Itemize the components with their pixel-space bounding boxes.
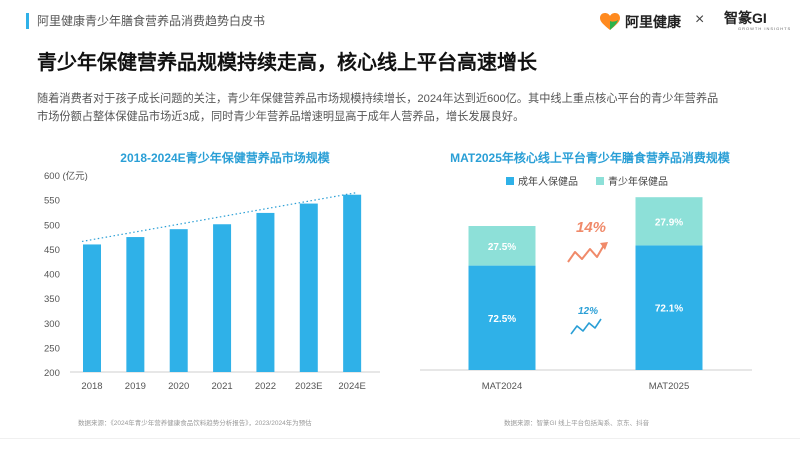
x-tick-label: MAT2024 (482, 381, 522, 392)
right-chart-source: 数据来源：智篆GI 线上平台包括淘系、京东、抖音 (504, 420, 650, 427)
y-tick-label: 250 (44, 343, 60, 354)
x-tick-label: 2019 (125, 381, 146, 392)
data-label-adult: 72.5% (488, 314, 516, 325)
y-tick-label: 400 (44, 270, 60, 281)
bar-2020 (169, 229, 188, 372)
brand-separator: × (695, 11, 705, 28)
bar-2019 (126, 237, 145, 372)
x-tick-label: 2020 (168, 381, 189, 392)
stacked-bar-adult-MAT2024 (468, 265, 536, 370)
zhijing-subtitle: GROWTH INSIGHTS (738, 26, 792, 31)
x-tick-label: 2024E (338, 381, 365, 392)
page-headline: 青少年保健营养品规模持续走高，核心线上平台高速增长 (37, 52, 537, 74)
data-label-teen: 27.9% (655, 217, 683, 228)
legend-swatch-adult (506, 176, 514, 185)
stacked-bar-teen-MAT2025 (635, 197, 703, 246)
heart-logo-icon (600, 13, 620, 30)
title-accent-bar (26, 13, 29, 29)
legend-label-adult: 成年人保健品 (518, 177, 578, 188)
left-chart-title: 2018-2024E青少年保健营养品市场规模 (120, 151, 330, 165)
data-label-adult: 72.1% (655, 304, 683, 315)
bar-2022 (256, 212, 275, 372)
y-tick-label: 550 (44, 196, 60, 207)
intro-line-1: 随着消费者对于孩子成长问题的关注，青少年保健营养品市场规模持续增长，2024年达… (37, 93, 719, 105)
right-chart-title: MAT2025年核心线上平台青少年膳食营养品消费规模 (450, 151, 730, 165)
y-tick-label: 350 (44, 294, 60, 305)
bottom-divider (0, 438, 800, 439)
growth-label-teen: 14% (576, 219, 606, 236)
legend-item-adult: 成年人保健品 (506, 173, 578, 188)
x-tick-label: 2018 (81, 381, 102, 392)
stacked-bar-adult-MAT2025 (635, 245, 703, 370)
bar-2023E (299, 203, 318, 372)
zhijing-logo: 智篆GI GROWTH INSIGHTS (724, 10, 792, 36)
data-label-teen: 27.5% (488, 242, 516, 253)
y-tick-label: 600 (亿元) (44, 170, 88, 182)
alibaba-health-name: 阿里健康 (625, 14, 681, 30)
y-tick-label: 300 (44, 319, 60, 330)
growth-arrowhead-teen-icon (600, 242, 608, 250)
growth-arrow-adult-icon (570, 318, 602, 335)
stacked-bar-teen-MAT2024 (468, 226, 536, 266)
intro-paragraph: 随着消费者对于孩子成长问题的关注，青少年保健营养品市场规模持续增长，2024年达… (37, 90, 767, 126)
legend-swatch-teen (596, 176, 604, 185)
alibaba-health-logo: 阿里健康 (600, 12, 681, 32)
y-tick-label: 500 (44, 220, 60, 231)
bar-2018 (83, 244, 101, 372)
left-chart-source: 数据来源：《2024年青少年营养健康食品饮料趋势分析报告》，2023/2024年… (78, 420, 312, 427)
x-tick-label: 2022 (255, 381, 276, 392)
zhijing-name: 智篆GI (724, 10, 767, 26)
bar-2024E (343, 194, 362, 372)
intro-line-2: 市场份额占整体保健品市场近3成，同时青少年营养品增速明显高于成年人营养品，增长发… (37, 111, 525, 123)
y-tick-label: 450 (44, 245, 60, 256)
growth-label-adult: 12% (578, 306, 598, 317)
y-tick-label: 200 (44, 368, 60, 379)
x-tick-label: 2023E (295, 381, 322, 392)
bar-2021 (213, 224, 232, 372)
document-title: 阿里健康青少年膳食营养品消费趋势白皮书 (37, 14, 266, 28)
x-tick-label: MAT2025 (649, 381, 689, 392)
growth-arrow-teen-icon (567, 244, 605, 263)
trend-line (81, 192, 357, 243)
top-bar: 阿里健康青少年膳食营养品消费趋势白皮书 阿里健康 × 智篆GI GROWTH I… (0, 0, 800, 40)
x-tick-label: 2021 (212, 381, 233, 392)
legend-item-teen: 青少年保健品 (596, 173, 668, 188)
legend-label-teen: 青少年保健品 (608, 177, 668, 188)
